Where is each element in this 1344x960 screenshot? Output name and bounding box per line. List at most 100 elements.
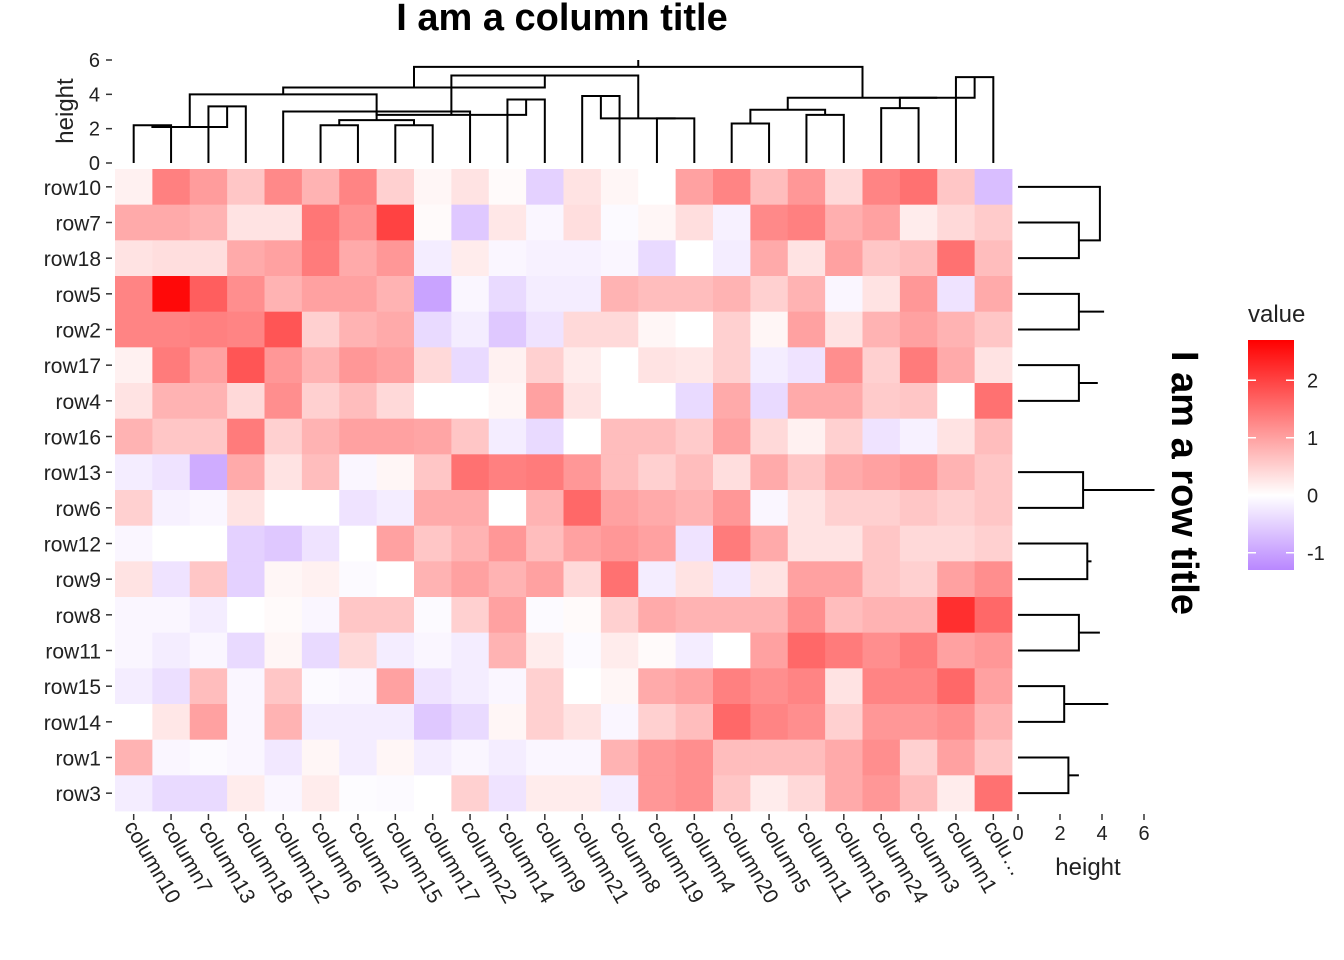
heatmap-cell — [376, 311, 415, 348]
heatmap-cell — [339, 383, 378, 420]
dendrogram-branch — [1018, 364, 1080, 402]
heatmap-cell — [713, 597, 751, 634]
heatmap-cell — [414, 454, 452, 491]
heatmap-cell — [675, 383, 714, 420]
heatmap-cell — [825, 276, 863, 313]
heatmap-cell — [862, 311, 901, 348]
heatmap-cell — [488, 383, 527, 420]
heatmap-cell — [713, 561, 751, 598]
heatmap-cell — [339, 597, 378, 634]
legend: value 2 1 0 -1 — [1248, 301, 1325, 570]
heatmap-cell — [825, 311, 863, 348]
row-label: row8 — [55, 605, 101, 628]
column-dendrogram-axis: 0 2 4 6 — [89, 50, 112, 175]
heatmap-cell — [899, 775, 938, 812]
heatmap-cell — [937, 383, 976, 420]
dendrogram-branch — [319, 124, 359, 163]
heatmap-cell — [563, 311, 602, 348]
heatmap-cell — [974, 418, 1013, 455]
row-label: row2 — [55, 320, 101, 343]
heatmap-cell — [526, 240, 564, 277]
heatmap-cell — [862, 704, 901, 741]
heatmap-cell — [152, 561, 191, 598]
heatmap-cell — [787, 668, 826, 705]
heatmap-cell — [227, 418, 265, 455]
heatmap-cell — [301, 347, 340, 384]
heatmap-cell — [862, 775, 901, 812]
heatmap-cell — [787, 597, 826, 634]
heatmap-cell — [638, 704, 677, 741]
heatmap-cell — [600, 240, 639, 277]
heatmap-cell — [488, 561, 527, 598]
heatmap-cell — [713, 383, 751, 420]
heatmap-cell — [115, 383, 153, 420]
heatmap-cell — [301, 525, 340, 562]
heatmap-cell — [376, 739, 415, 776]
heatmap-cell — [339, 739, 378, 776]
heatmap-cell — [937, 418, 976, 455]
heatmap-cell — [750, 311, 789, 348]
heatmap-cell — [376, 490, 415, 527]
heatmap-cell — [152, 739, 191, 776]
heatmap-cell — [227, 311, 265, 348]
heatmap-cell — [451, 454, 490, 491]
heatmap-cell — [974, 204, 1013, 241]
heatmap-cell — [227, 668, 265, 705]
heatmap-cell — [189, 704, 228, 741]
heatmap-cell — [937, 490, 976, 527]
heatmap-cell — [264, 668, 303, 705]
heatmap-cell — [189, 204, 228, 241]
heatmap-cell — [189, 561, 228, 598]
heatmap-cell — [563, 454, 602, 491]
column-dendrogram-tick-label: 2 — [89, 119, 100, 141]
heatmap-cell — [600, 704, 639, 741]
heatmap-cell — [451, 240, 490, 277]
heatmap-cell — [227, 561, 265, 598]
heatmap-cell — [899, 490, 938, 527]
heatmap-cell — [974, 276, 1013, 313]
heatmap-cell — [264, 775, 303, 812]
heatmap-cell — [750, 169, 789, 206]
heatmap-cell — [825, 347, 863, 384]
heatmap-cell — [974, 561, 1013, 598]
heatmap-cell — [526, 668, 564, 705]
heatmap-cell — [899, 418, 938, 455]
heatmap-cell — [937, 276, 976, 313]
heatmap-cell — [825, 739, 863, 776]
heatmap-cell — [526, 739, 564, 776]
heatmap-cell — [414, 739, 452, 776]
legend-colorbar — [1248, 340, 1294, 570]
heatmap-cell — [152, 383, 191, 420]
heatmap-cell — [227, 347, 265, 384]
heatmap-cell — [115, 668, 153, 705]
heatmap-cell — [115, 311, 153, 348]
dendrogram-branch — [282, 75, 546, 95]
heatmap-cell — [862, 169, 901, 206]
heatmap-cell — [713, 418, 751, 455]
heatmap-cell — [600, 597, 639, 634]
heatmap-cell — [526, 632, 564, 669]
row-dendrogram-tick-label: 4 — [1096, 823, 1107, 845]
heatmap-cell — [115, 561, 153, 598]
heatmap-cell — [638, 418, 677, 455]
heatmap-cell — [899, 276, 938, 313]
heatmap-cell — [488, 597, 527, 634]
heatmap-cell — [189, 276, 228, 313]
heatmap-cell — [264, 169, 303, 206]
heatmap-cell — [862, 632, 901, 669]
heatmap-cell — [189, 525, 228, 562]
heatmap-cell — [115, 276, 153, 313]
heatmap-cell — [638, 739, 677, 776]
heatmap-cell — [787, 454, 826, 491]
heatmap-cell — [264, 311, 303, 348]
heatmap-cell — [376, 383, 415, 420]
row-labels: row10 row7 row18 row5 row2 row17 row4 row16 row1… — [44, 177, 112, 806]
heatmap-cell — [451, 347, 490, 384]
heatmap-cell — [301, 597, 340, 634]
heatmap-cell — [526, 418, 564, 455]
heatmap-cell — [526, 204, 564, 241]
heatmap-cell — [339, 204, 378, 241]
dendrogram-branch — [749, 108, 827, 124]
heatmap-cell — [152, 525, 191, 562]
heatmap-cell — [339, 240, 378, 277]
